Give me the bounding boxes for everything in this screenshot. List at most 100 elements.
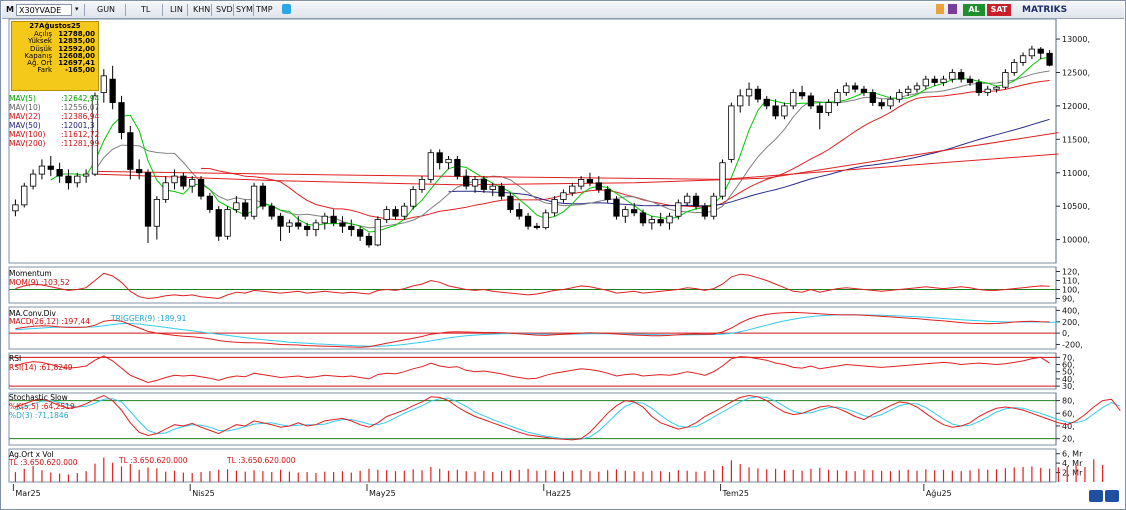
candle-body <box>533 225 541 228</box>
candle-body <box>242 202 249 217</box>
candle-body <box>622 209 629 217</box>
ma-line-mav22 <box>200 80 1050 221</box>
y-tick-label: 40, <box>1062 422 1075 431</box>
candle-body <box>710 195 717 217</box>
x-month-label: May25 <box>369 489 396 498</box>
y-tick-label: 70, <box>1062 353 1075 362</box>
candle-body <box>180 175 187 187</box>
candle-body <box>834 92 841 103</box>
toolbar-button-tmp[interactable]: TMP <box>256 5 273 14</box>
ma-line-mav5 <box>50 56 1050 233</box>
y-tick-label: 12000, <box>1062 102 1090 111</box>
stochastic-d-legend: %D(3) :71,1846 <box>9 411 69 420</box>
candle-body <box>798 92 806 97</box>
candle-body <box>74 175 81 184</box>
candle-body <box>887 98 894 107</box>
info-row: Ağ. Ort 12697,41 <box>27 59 95 68</box>
candle-body <box>878 102 885 107</box>
candle-body <box>489 185 496 190</box>
rsi-line <box>15 355 1050 384</box>
panel-frame-momentum <box>8 266 1057 304</box>
candle-body <box>524 215 532 227</box>
scroll-right-button[interactable] <box>1105 490 1119 502</box>
candle-body <box>560 192 567 200</box>
y-tick-label: 120, <box>1062 268 1080 277</box>
toolbar-button-sym[interactable]: SYM <box>236 5 253 14</box>
candle-body <box>29 173 37 187</box>
candle-body <box>286 222 293 227</box>
toolbar-button-currency[interactable]: TL <box>141 5 151 14</box>
candle-body <box>445 158 452 164</box>
stochastic-k-legend: %K(5,5) :64,2519 <box>9 402 75 411</box>
candle-body <box>851 85 859 90</box>
candle-body <box>38 165 46 175</box>
stochastic-title: Stochastic Slow <box>9 393 68 402</box>
y-tick-label: 2, Mr <box>1062 469 1083 478</box>
candle-body <box>931 78 938 83</box>
candle-body <box>807 95 815 107</box>
toolbar-button-line[interactable]: LIN <box>170 5 183 14</box>
ma-line-mav50 <box>448 118 1050 207</box>
toolbar-button-khn[interactable]: KHN <box>193 5 211 14</box>
candle-body <box>639 212 647 224</box>
candle-body <box>586 179 594 184</box>
candle-body <box>569 185 576 194</box>
candle-body <box>197 179 205 197</box>
candle-body <box>127 132 134 170</box>
candle-body <box>82 173 90 177</box>
panel-frame-price <box>8 18 1057 264</box>
x-month-label: Mar25 <box>15 489 40 498</box>
candle-body <box>365 235 373 246</box>
dropdown-arrow-icon[interactable]: ▾ <box>75 5 79 13</box>
candle-body <box>383 209 390 220</box>
stochastic-k-line <box>15 394 1121 441</box>
info-row: Açılış 12788,00 <box>34 30 95 38</box>
panel-frame-rsi <box>8 352 1057 390</box>
palette-icon[interactable] <box>948 4 957 14</box>
legend-mav50: MAV(50):12001,3 <box>9 121 95 130</box>
candle-body <box>657 219 664 224</box>
candle-body <box>12 204 19 212</box>
y-tick-label: 400, <box>1062 306 1080 315</box>
legend-mav5: MAV(5):12642,94 <box>9 94 100 103</box>
candle-body <box>913 85 921 90</box>
y-tick-label: -200, <box>1062 340 1083 349</box>
candle-body <box>189 179 196 187</box>
candle-body <box>542 212 549 228</box>
candle-body <box>100 75 107 93</box>
y-tick-label: 11500, <box>1062 135 1090 144</box>
toolbar-button-period[interactable]: GUN <box>97 5 116 14</box>
candle-body <box>454 158 461 177</box>
y-tick-label: 110, <box>1062 277 1080 286</box>
scroll-left-button[interactable] <box>1089 490 1103 502</box>
candle-body <box>684 195 691 204</box>
y-tick-label: 10500, <box>1062 202 1090 211</box>
candle-body <box>648 219 655 224</box>
candle-body <box>754 88 762 100</box>
candle-body <box>516 209 523 217</box>
candle-body <box>277 215 284 227</box>
axis-strip <box>1057 19 1117 485</box>
buy-button[interactable]: AL <box>963 4 985 16</box>
sell-button[interactable]: SAT <box>987 4 1011 16</box>
y-tick-label: 0, <box>1062 329 1070 338</box>
twitter-icon[interactable] <box>282 4 291 14</box>
y-tick-label: 11000, <box>1062 169 1090 178</box>
candle-body <box>958 72 965 80</box>
candle-body <box>21 185 28 206</box>
candle-body <box>896 92 903 100</box>
symbol-input[interactable]: X30YVADE <box>16 4 72 16</box>
candle-body <box>233 202 240 210</box>
stochastic-d-line <box>15 396 1121 440</box>
pencil-icon[interactable] <box>936 4 944 14</box>
candle-body <box>303 225 311 230</box>
candle-body <box>551 199 558 214</box>
candle-body <box>356 229 364 237</box>
trigger-legend: TRIGGER(9) :189,91 <box>111 314 187 323</box>
candle-body <box>206 195 214 210</box>
y-tick-label: 13000, <box>1062 35 1090 44</box>
candle-body <box>719 162 726 197</box>
candle-body <box>728 105 735 160</box>
toolbar-button-svd[interactable]: SVD <box>216 5 233 14</box>
